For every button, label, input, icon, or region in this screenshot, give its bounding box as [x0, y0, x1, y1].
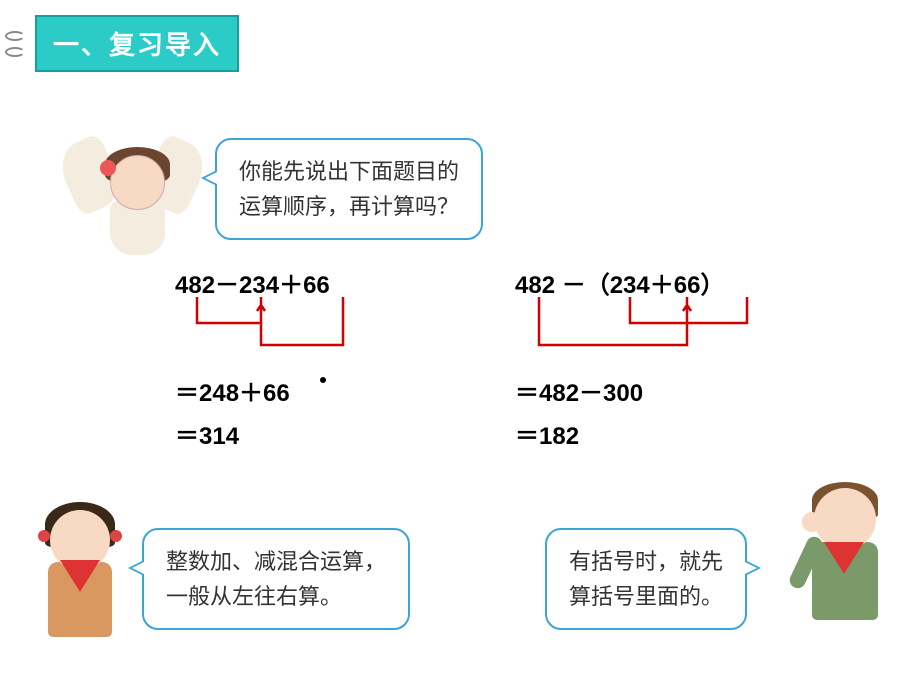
right-step2: ＝182	[515, 415, 775, 458]
rule-bubble-left: 整数加、减混合运算， 一般从左往右算。	[142, 528, 410, 630]
section-header: 一、复习导入	[0, 15, 239, 72]
expression-right: 482 －（234＋66）	[515, 265, 775, 300]
cursor-dot-icon	[320, 377, 326, 383]
left-step1: ＝248＋66	[175, 372, 435, 415]
girl-character	[30, 500, 130, 650]
rule-right-line2: 算括号里面的。	[569, 579, 723, 614]
question-line1: 你能先说出下面题目的	[239, 154, 459, 189]
question-line2: 运算顺序，再计算吗？	[239, 189, 459, 224]
rule-left-line2: 一般从左往右算。	[166, 579, 386, 614]
angel-character	[75, 135, 195, 255]
steps-left: ＝248＋66 ＝314	[175, 372, 435, 458]
header-title: 一、复习导入	[35, 15, 239, 72]
left-step2: ＝314	[175, 415, 435, 458]
rule-right-line1: 有括号时，就先	[569, 544, 723, 579]
spiral-binding-icon	[0, 31, 35, 57]
order-bracket-left-icon	[175, 295, 415, 355]
expression-left: 482－234＋66	[175, 265, 435, 300]
order-bracket-right-icon	[515, 295, 795, 355]
boy-character	[790, 480, 900, 635]
rule-left-line1: 整数加、减混合运算，	[166, 544, 386, 579]
rule-bubble-right: 有括号时，就先 算括号里面的。	[545, 528, 747, 630]
steps-right: ＝482－300 ＝182	[515, 372, 775, 458]
question-bubble: 你能先说出下面题目的 运算顺序，再计算吗？	[215, 138, 483, 240]
math-content: 482－234＋66 482 －（234＋66） ＝248＋66 ＝314 ＝4…	[175, 265, 815, 458]
right-step1: ＝482－300	[515, 372, 775, 415]
